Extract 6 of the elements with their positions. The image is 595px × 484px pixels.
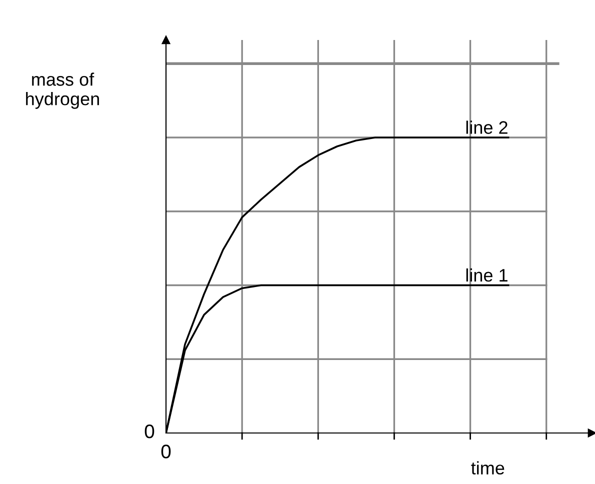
x-axis-title: time [471, 461, 504, 474]
y-axis-title: mass of hydrogen [26, 72, 99, 109]
text: 0 [161, 444, 171, 458]
series-label: line 2 [466, 120, 508, 134]
series-label: line 1 [466, 268, 508, 282]
text: 0 [144, 424, 154, 438]
